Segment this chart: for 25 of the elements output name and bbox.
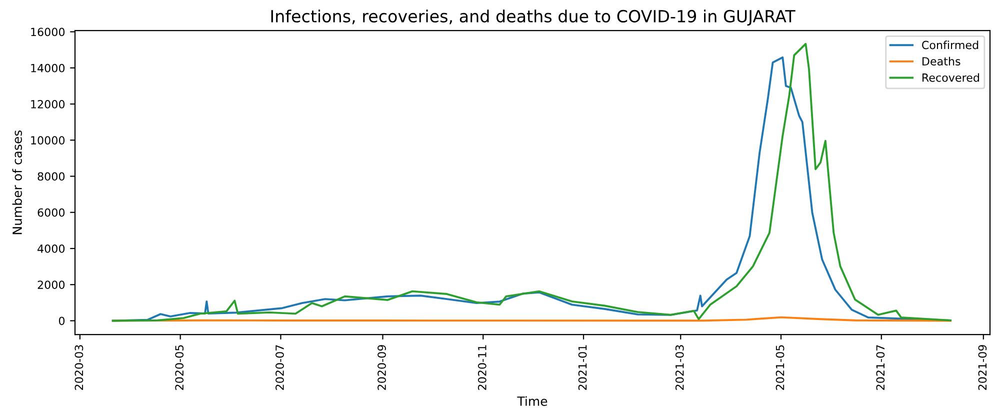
chart-title: Infections, recoveries, and deaths due to COVID-19 in GUJARAT	[271, 10, 796, 26]
y-tick-label: 0	[58, 316, 65, 326]
x-tick-label: 2021-05	[776, 345, 784, 390]
y-tick-label: 16000	[31, 28, 65, 36]
x-tick-label: 2020-09	[378, 345, 386, 390]
x-tick-label: 2020-05	[175, 345, 184, 390]
x-tick-label: 2021-03	[675, 345, 684, 390]
y-tick-label: 10000	[31, 136, 65, 145]
x-tick-label: 2020-11	[478, 345, 486, 390]
x-axis-title: Time	[517, 396, 548, 406]
x-tick-label: 2021-09	[978, 345, 987, 390]
y-tick-label: 6000	[38, 208, 65, 217]
legend-label: Confirmed	[922, 40, 978, 50]
y-tick-label: 4000	[38, 244, 65, 253]
x-tick-label: 2020-03	[74, 345, 84, 390]
legend-label: Deaths	[922, 56, 960, 66]
x-tick-label: 2020-07	[276, 345, 284, 390]
y-axis-title: Number of cases	[12, 130, 22, 234]
y-tick-label: 12000	[31, 100, 65, 108]
x-tick-label: 2021-01	[578, 345, 587, 390]
x-tick-label: 2021-07	[876, 345, 885, 390]
y-tick-label: 2000	[38, 280, 65, 289]
y-tick-label: 8000	[38, 172, 65, 181]
y-tick-label: 14000	[31, 64, 65, 72]
legend-label: Recovered	[922, 73, 979, 82]
